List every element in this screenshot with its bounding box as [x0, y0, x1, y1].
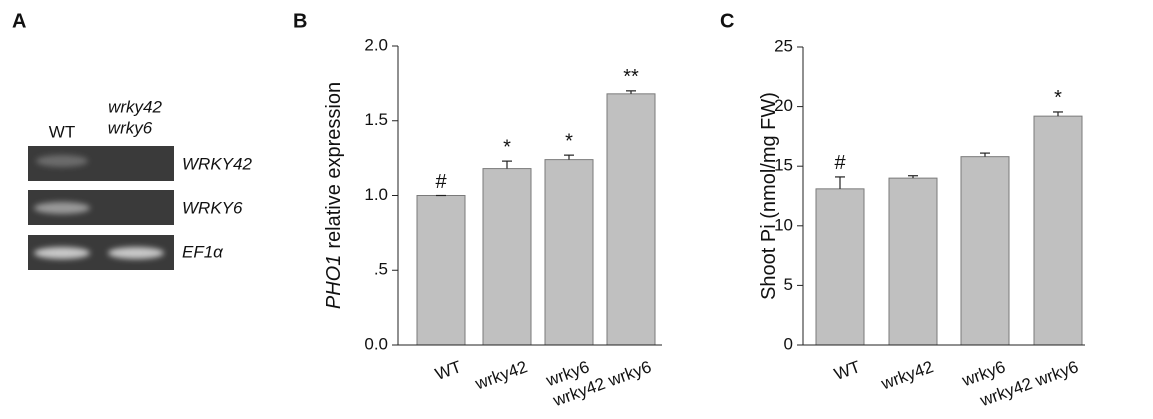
x-tick-label: WT: [832, 357, 863, 384]
bar: [483, 169, 531, 345]
gel-band: [108, 247, 164, 259]
gel-band: [34, 247, 90, 259]
bar: [607, 94, 655, 345]
significance-label: *: [1054, 87, 1062, 109]
y-tick-label: 1.5: [364, 110, 388, 129]
panel-label: B: [293, 10, 307, 32]
significance-label: #: [435, 171, 447, 193]
y-tick-label: 0.0: [364, 334, 388, 353]
y-tick-label: 20: [774, 96, 793, 115]
panel-label: A: [12, 10, 26, 32]
gene-label: WRKY6: [182, 198, 243, 217]
y-axis-label-part: Shoot Pi (nmol/mg FW): [758, 92, 780, 300]
y-tick-label: 15: [774, 156, 793, 175]
gene-label: WRKY42: [182, 154, 252, 173]
y-tick-label: 0: [784, 334, 793, 353]
bar: [816, 189, 864, 345]
lane-label: WT: [49, 122, 75, 141]
bar: [889, 178, 937, 345]
y-tick-label: 5: [784, 275, 793, 294]
lane-label: wrky6: [108, 118, 153, 137]
x-tick-label: wrky42: [472, 357, 530, 394]
significance-label: *: [503, 136, 511, 158]
y-axis-label-part: relative expression: [323, 82, 345, 249]
significance-label: **: [623, 66, 639, 88]
gel-panel: A WT wrky42 wrky6 WRKY42 WRKY6 EF1α: [12, 10, 252, 270]
bar: [961, 157, 1009, 345]
bar: [1034, 116, 1082, 345]
x-tick-label: wrky42: [878, 357, 936, 394]
gel-band: [36, 155, 88, 167]
y-tick-label: .5: [374, 260, 388, 279]
bar: [545, 160, 593, 345]
significance-label: *: [565, 130, 573, 152]
y-tick-label: 10: [774, 215, 793, 234]
y-tick-label: 1.0: [364, 185, 388, 204]
gel-band: [34, 202, 90, 214]
lane-label: wrky42: [108, 97, 162, 116]
y-axis-label: PHO1 relative expression: [323, 82, 345, 309]
y-tick-label: 2.0: [364, 35, 388, 54]
y-axis-label: Shoot Pi (nmol/mg FW): [758, 92, 780, 300]
x-tick-label: WT: [433, 357, 464, 384]
bar: [417, 196, 465, 346]
significance-label: #: [834, 152, 846, 174]
y-axis-label-part: PHO1: [323, 255, 345, 309]
y-tick-label: 25: [774, 36, 793, 55]
figure: A WT wrky42 wrky6 WRKY42 WRKY6 EF1α B PHO…: [0, 0, 1153, 419]
gene-label: EF1α: [182, 242, 224, 261]
panel-label: C: [720, 10, 734, 32]
